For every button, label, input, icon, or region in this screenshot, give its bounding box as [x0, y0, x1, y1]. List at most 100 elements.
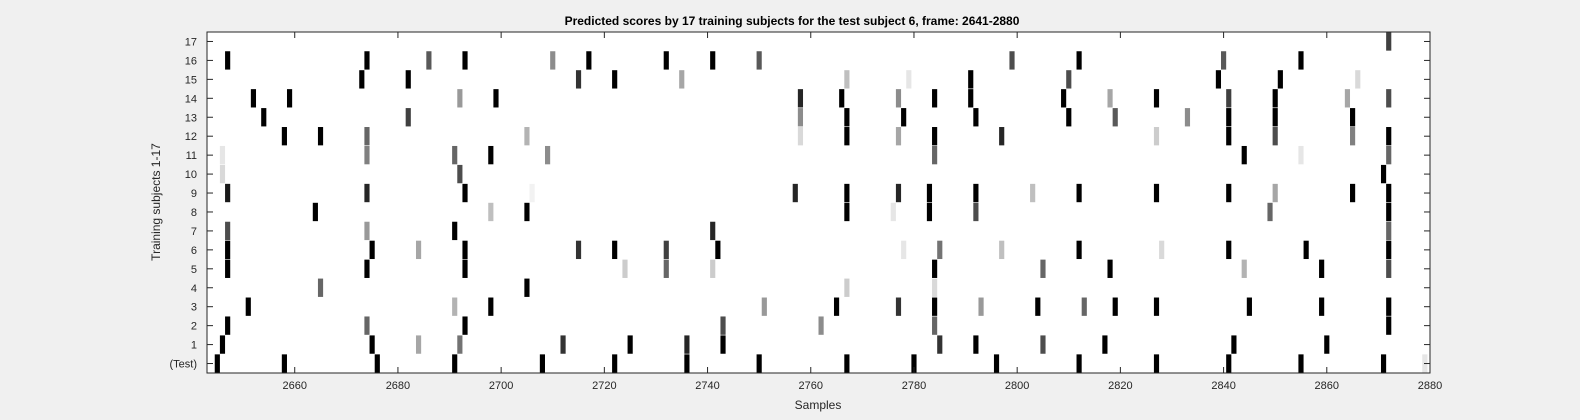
heatmap-cell: [457, 164, 463, 184]
heatmap-cell: [317, 278, 324, 297]
heatmap-cell: [462, 240, 468, 260]
heatmap-cell: [932, 89, 938, 108]
heatmap-cell: [312, 202, 318, 222]
heatmap-cell: [586, 51, 592, 70]
x-tick-label: 2740: [695, 380, 719, 392]
heatmap-cell: [797, 127, 804, 146]
heatmap-cell: [1319, 259, 1325, 278]
heatmap-cell: [1386, 202, 1392, 222]
heatmap-cell: [932, 127, 938, 146]
heatmap-cell: [684, 354, 690, 373]
heatmap-cell: [844, 278, 850, 297]
heatmap-cell: [1076, 183, 1082, 203]
y-tick-label: 8: [191, 207, 197, 219]
heatmap-cell: [627, 335, 633, 354]
heatmap-cell: [462, 183, 468, 203]
heatmap-cell: [415, 240, 422, 260]
y-tick-label: 4: [191, 283, 197, 295]
heatmap-cell: [926, 183, 933, 203]
heatmap-cell: [792, 183, 798, 203]
heatmap-cell: [973, 335, 979, 354]
heatmap-cell: [560, 335, 566, 354]
heatmap-cell: [999, 127, 1005, 146]
heatmap-cell: [932, 145, 938, 165]
heatmap-cell: [1267, 202, 1273, 222]
heatmap-cell: [968, 89, 974, 108]
heatmap-cell: [426, 51, 432, 70]
heatmap-cell: [1226, 354, 1232, 373]
x-tick-label: 2820: [1108, 380, 1132, 392]
heatmap-cell: [575, 240, 582, 260]
heatmap-cell: [1350, 183, 1356, 203]
heatmap-cell: [452, 145, 458, 165]
heatmap-cell: [1226, 240, 1232, 260]
heatmap-cell: [524, 278, 530, 297]
heatmap-cell: [214, 354, 220, 373]
heatmap-cell: [895, 89, 902, 108]
heatmap-cell: [1298, 145, 1304, 165]
heatmap-cell: [1386, 89, 1392, 108]
heatmap-cell: [901, 108, 907, 127]
heatmap-cell: [1076, 51, 1082, 70]
heatmap-cell: [906, 70, 912, 89]
heatmap-cell: [1076, 240, 1082, 260]
y-axis-label: Training subjects 1-17: [149, 143, 163, 261]
heatmap-cell: [901, 240, 907, 260]
heatmap-cell: [720, 316, 726, 335]
heatmap-cell: [1272, 89, 1278, 108]
x-axis: 2660 2680 2700 2720 2740 2760 2780 2800 2820 2840…: [282, 32, 1442, 392]
heatmap-cell: [457, 89, 463, 108]
y-tick-label: 1: [191, 340, 197, 352]
heatmap-cell: [1035, 297, 1041, 316]
heatmap-cell: [462, 259, 468, 278]
chart-title: Predicted scores by 17 training subjects…: [565, 14, 1020, 28]
heatmap-cell: [374, 354, 380, 373]
heatmap-cell: [575, 70, 582, 89]
heatmap-cell: [1298, 51, 1304, 70]
heatmap-cell: [261, 108, 267, 127]
x-tick-label: 2860: [1315, 380, 1339, 392]
heatmap-cell: [1386, 297, 1392, 316]
heatmap-cell: [844, 127, 850, 146]
y-tick-label: 5: [191, 264, 197, 276]
heatmap-cell: [973, 202, 979, 222]
heatmap-cell: [895, 297, 902, 316]
heatmap-cell: [993, 354, 1000, 373]
heatmap-cell: [405, 108, 411, 127]
heatmap-cell: [622, 259, 628, 278]
heatmap-cell: [250, 89, 257, 108]
heatmap-cell: [1076, 354, 1082, 373]
heatmap-cell: [286, 89, 293, 108]
heatmap-cell: [844, 202, 850, 222]
heatmap-cell: [1153, 127, 1160, 146]
heatmap-cell: [911, 354, 917, 373]
heatmap-cell: [895, 183, 902, 203]
heatmap-cell: [968, 70, 974, 89]
heatmap-cell: [1040, 335, 1046, 354]
heatmap-cell: [281, 354, 287, 373]
heatmap-cell: [359, 70, 365, 89]
x-tick-label: 2680: [386, 380, 410, 392]
heatmap-cell: [937, 240, 943, 260]
y-tick-label: 2: [191, 321, 197, 333]
heatmap-cell: [1153, 89, 1160, 108]
heatmap-cell: [973, 183, 979, 203]
heatmap-cell: [539, 354, 545, 373]
heatmap-cell: [524, 127, 530, 146]
heatmap-cell: [524, 202, 530, 222]
heatmap-cell: [457, 335, 463, 354]
heatmap-cell: [1112, 108, 1118, 127]
x-tick-label: 2880: [1418, 380, 1442, 392]
heatmap-cell: [844, 354, 850, 373]
heatmap-cell: [932, 316, 938, 335]
heatmap-cell: [1107, 259, 1113, 278]
heatmap-cell: [1081, 297, 1087, 316]
heatmap-cell: [364, 259, 370, 278]
heatmap-cell: [1231, 335, 1237, 354]
heatmap-cell: [488, 145, 494, 165]
heatmap-cells: [214, 32, 1428, 373]
heatmap-cell: [756, 354, 762, 373]
heatmap-cell: [797, 108, 804, 127]
heatmap-cell: [1159, 240, 1165, 260]
heatmap-cell: [281, 127, 287, 146]
